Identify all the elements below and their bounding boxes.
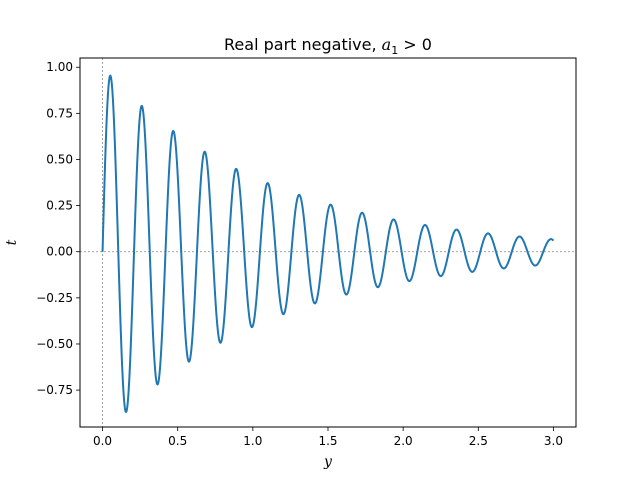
y-tick-label: −0.50 [36, 337, 73, 351]
x-tick-label: 1.0 [243, 434, 262, 448]
y-tick-label: 0.50 [46, 152, 73, 166]
x-tick-label: 3.0 [544, 434, 563, 448]
y-tick-label: −0.75 [36, 383, 73, 397]
series-line [101, 74, 555, 413]
series-layer [101, 74, 555, 413]
chart-title: Real part negative, a1 > 0 [224, 35, 432, 57]
x-tick-label: 0.5 [168, 434, 187, 448]
y-ticks: −0.75 −0.50 −0.25 0.00 0.25 0.50 0.75 1.00 [36, 60, 80, 397]
y-tick-label: 1.00 [46, 60, 73, 74]
y-tick-label: 0.25 [46, 199, 73, 213]
y-tick-label: −0.25 [36, 291, 73, 305]
x-ticks: 0.0 0.5 1.0 1.5 2.0 2.5 3.0 [93, 427, 563, 448]
y-tick-label: 0.00 [46, 245, 73, 259]
x-tick-label: 2.5 [469, 434, 488, 448]
x-tick-label: 2.0 [394, 434, 413, 448]
y-axis-label: t [4, 239, 20, 245]
x-tick-label: 0.0 [93, 434, 112, 448]
x-axis-label: y [323, 454, 333, 470]
y-tick-label: 0.75 [46, 106, 73, 120]
x-tick-label: 1.5 [318, 434, 337, 448]
